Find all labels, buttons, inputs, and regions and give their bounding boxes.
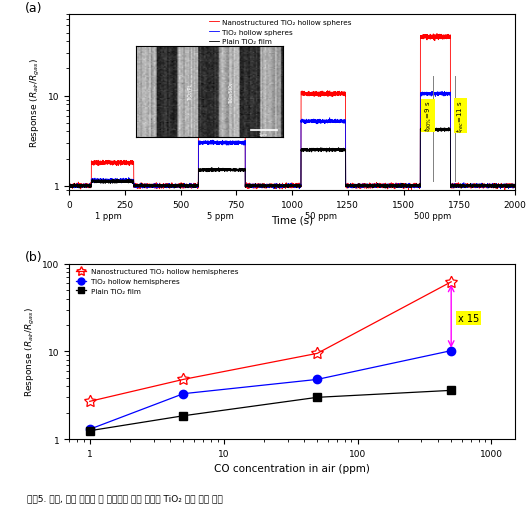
X-axis label: Time (s): Time (s)	[271, 215, 313, 225]
Line: TiO₂ hollow spheres: TiO₂ hollow spheres	[69, 92, 515, 189]
Text: 50 ppm: 50 ppm	[305, 212, 337, 221]
Plain TiO₂ film	[446, 125, 452, 131]
Line: Plain TiO₂ film: Plain TiO₂ film	[69, 128, 515, 189]
Nanostructured TiO₂ hollow spheres	[502, 187, 508, 193]
TiO₂ hollow spheres	[84, 183, 91, 189]
Text: (a): (a)	[24, 2, 42, 15]
Nanostructured TiO₂ hollow spheres	[284, 183, 290, 189]
Plain TiO₂ film	[66, 183, 72, 189]
Plain TiO₂ film	[92, 179, 99, 185]
X-axis label: CO concentration in air (ppm): CO concentration in air (ppm)	[214, 464, 370, 474]
TiO₂ hollow spheres	[92, 178, 99, 184]
TiO₂ hollow spheres	[439, 89, 446, 95]
Nanostructured TiO₂ hollow spheres	[153, 183, 160, 189]
TiO₂ hollow spheres	[68, 183, 74, 189]
Text: 500 ppm: 500 ppm	[414, 212, 451, 221]
TiO₂ hollow spheres	[66, 184, 72, 190]
Nanostructured TiO₂ hollow spheres	[92, 161, 99, 167]
Nanostructured TiO₂ hollow spheres	[434, 31, 440, 37]
Plain TiO₂ film	[68, 183, 74, 189]
Nanostructured TiO₂ hollow spheres	[489, 183, 495, 189]
Text: x 15: x 15	[458, 314, 479, 324]
TiO₂ hollow spheres	[284, 182, 290, 188]
Plain TiO₂ film	[489, 183, 495, 189]
Text: 1 ppm: 1 ppm	[95, 212, 122, 221]
Plain TiO₂ film	[153, 183, 160, 189]
Line: Nanostructured TiO₂ hollow spheres: Nanostructured TiO₂ hollow spheres	[69, 34, 515, 190]
Nanostructured TiO₂ hollow spheres	[84, 183, 91, 189]
Text: $t_{rec}$=11 s: $t_{rec}$=11 s	[455, 100, 466, 133]
TiO₂ hollow spheres	[153, 183, 160, 189]
Plain TiO₂ film	[84, 184, 91, 190]
TiO₂ hollow spheres	[498, 186, 504, 192]
TiO₂ hollow spheres	[489, 184, 495, 190]
Text: $t_{90\%}$=9 s: $t_{90\%}$=9 s	[423, 100, 434, 132]
Plain TiO₂ film	[512, 183, 518, 189]
Nanostructured TiO₂ hollow spheres	[512, 183, 518, 189]
Text: (b): (b)	[24, 250, 42, 264]
Text: 그림5. 평면, 공허 반구체 및 나노구조 공허 반구체 ​TiO₂ 박막 가스 센서: 그림5. 평면, 공허 반구체 및 나노구조 공허 반구체 ​TiO₂ 박막 가…	[27, 493, 222, 502]
Y-axis label: Response ($R_{air}/R_{gas}$): Response ($R_{air}/R_{gas}$)	[29, 58, 42, 148]
Nanostructured TiO₂ hollow spheres	[66, 183, 72, 189]
Text: 5 ppm: 5 ppm	[207, 212, 234, 221]
Legend: Nanostructured TiO₂ hollow hemispheres, TiO₂ hollow hemispheres, Plain TiO₂ film: Nanostructured TiO₂ hollow hemispheres, …	[73, 266, 242, 297]
Y-axis label: Response ($R_{air}/R_{gas}$): Response ($R_{air}/R_{gas}$)	[23, 307, 37, 396]
Plain TiO₂ film	[284, 184, 290, 190]
Plain TiO₂ film	[177, 186, 184, 192]
Legend: Nanostructured TiO₂ hollow spheres, TiO₂ hollow spheres, Plain TiO₂ film: Nanostructured TiO₂ hollow spheres, TiO₂…	[207, 17, 354, 48]
TiO₂ hollow spheres	[512, 185, 518, 191]
Nanostructured TiO₂ hollow spheres	[68, 184, 74, 190]
